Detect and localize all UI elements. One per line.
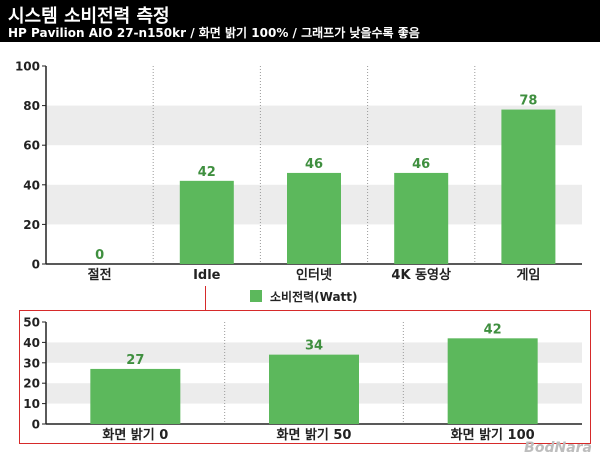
sub-y-tick-label: 30 (23, 356, 40, 370)
sub-category-label: 화면 밝기 100 (451, 427, 535, 443)
main-bar (501, 109, 556, 264)
legend-swatch (250, 290, 262, 302)
sub-bar (90, 368, 181, 424)
legend-label: 소비전력(Watt) (270, 289, 358, 304)
main-value-label: 46 (412, 157, 430, 172)
sub-y-tick-label: 0 (32, 418, 40, 432)
sub-y-tick-label: 40 (23, 336, 40, 350)
sub-value-label: 42 (484, 322, 502, 337)
sub-value-label: 34 (305, 339, 323, 354)
main-bar (287, 172, 341, 264)
sub-bar (269, 354, 359, 424)
sub-value-label: 27 (126, 353, 144, 368)
brightness-power-chart: 0 10 20 30 40 50 27 화면 밝기 0 34 화면 밝기 50 42 화면 밝기 10… (23, 316, 582, 443)
main-category-label: 절전 (88, 267, 112, 283)
chart-title: 시스템 소비전력 측정 (8, 6, 170, 27)
main-value-label: 46 (305, 157, 323, 172)
main-y-tick-label: 60 (23, 139, 40, 153)
legend: 소비전력(Watt) (250, 288, 358, 304)
sub-category-label: 화면 밝기 0 (102, 427, 168, 443)
main-category-label: 인터넷 (296, 267, 332, 283)
main-y-tick-label: 80 (23, 99, 40, 113)
main-y-tick-label: 40 (23, 178, 40, 192)
main-grid-band (46, 105, 582, 146)
main-bar (394, 172, 449, 264)
main-y-tick-label: 100 (15, 60, 40, 74)
main-value-label: 0 (95, 248, 104, 263)
highlight-box (19, 310, 591, 444)
sub-bar (447, 338, 538, 424)
main-y-tick-label: 0 (32, 258, 40, 272)
main-category-label: 게임 (516, 268, 540, 283)
main-value-label: 42 (198, 165, 216, 180)
header-bar: 시스템 소비전력 측정 HP Pavilion AIO 27-n150kr / … (0, 0, 600, 42)
main-category-label: Idle (193, 268, 221, 283)
sub-y-tick-label: 20 (23, 377, 40, 391)
sub-category-label: 화면 밝기 50 (277, 427, 352, 443)
sub-y-tick-label: 50 (23, 316, 40, 330)
main-value-label: 78 (519, 94, 537, 109)
chart-subtitle: HP Pavilion AIO 27-n150kr / 화면 밝기 100% /… (8, 26, 420, 40)
main-power-chart: 0 20 40 60 80 100 0 절전 42 Idle 46 인터넷 46 4K 동영상 78 게임 (15, 60, 582, 283)
highlight-connector (205, 286, 206, 310)
sub-y-tick-label: 10 (23, 397, 40, 411)
watermark-logo: BodNara (524, 440, 592, 456)
main-category-label: 4K 동영상 (391, 268, 451, 283)
main-bar (179, 180, 234, 264)
main-y-tick-label: 20 (23, 218, 40, 232)
